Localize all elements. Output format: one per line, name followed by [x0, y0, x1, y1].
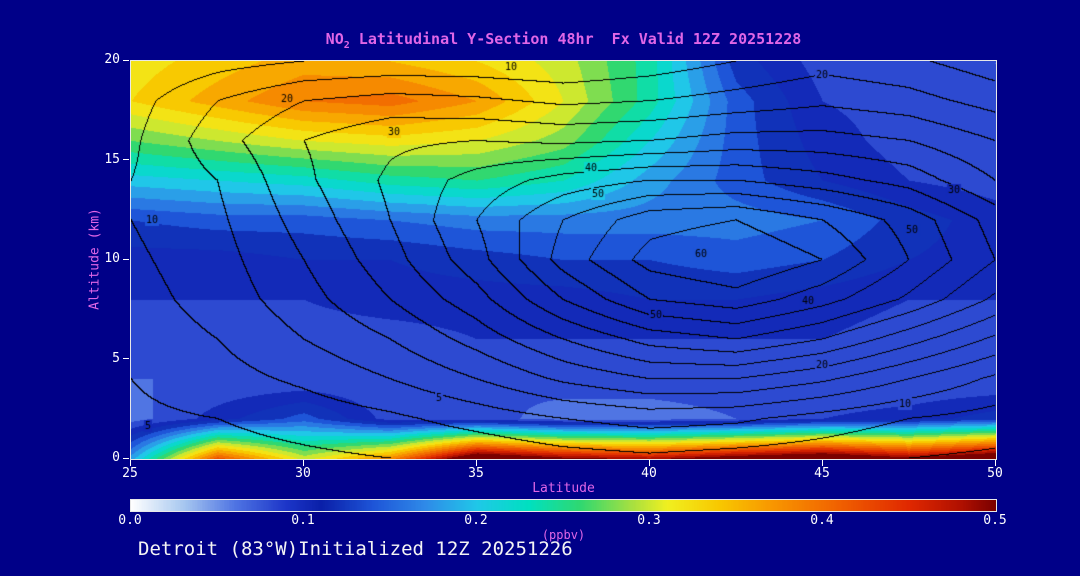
title-prefix: NO [325, 30, 344, 48]
x-tick-mark [129, 460, 131, 466]
title-suffix: Latitudinal Y-Section 48hr Fx Valid 12Z … [349, 30, 802, 48]
x-tick-mark [821, 460, 823, 466]
contour-plot-canvas [131, 61, 996, 459]
plot-area [130, 60, 997, 460]
footer-annotation: Detroit (83°W)Initialized 12Z 20251226 [138, 538, 573, 560]
y-tick-mark [123, 59, 129, 61]
title-subscript: 2 [343, 40, 350, 51]
y-tick-mark [123, 358, 129, 359]
y-tick-mark [123, 457, 129, 459]
x-tick-label: 45 [814, 466, 830, 481]
x-axis-title: Latitude [532, 481, 595, 496]
x-tick-mark [475, 460, 477, 466]
y-tick-mark [123, 159, 129, 160]
y-tick-label: 15 [104, 151, 120, 167]
colorbar-tick-label: 0.3 [637, 513, 661, 528]
x-tick-label: 25 [122, 466, 138, 481]
colorbar-units-label: (ppbv) [541, 528, 586, 542]
y-tick-label: 0 [112, 450, 120, 465]
colorbar [130, 499, 997, 512]
x-tick-mark [648, 460, 650, 466]
x-tick-label: 40 [641, 466, 657, 481]
y-tick-label: 10 [104, 251, 120, 266]
colorbar-tick-label: 0.0 [118, 513, 142, 528]
colorbar-tick-label: 0.4 [810, 513, 834, 528]
colorbar-canvas [131, 500, 996, 511]
x-tick-label: 35 [468, 466, 484, 481]
y-tick-mark [123, 258, 129, 260]
x-tick-label: 50 [987, 466, 1003, 481]
x-tick-label: 30 [295, 466, 311, 481]
x-tick-mark [994, 460, 996, 466]
colorbar-tick-label: 0.5 [983, 513, 1007, 528]
colorbar-tick-label: 0.1 [291, 513, 315, 528]
colorbar-tick-label: 0.2 [464, 513, 488, 528]
y-tick-label: 20 [104, 52, 120, 67]
y-tick-label: 5 [112, 350, 120, 366]
page-title: NO2 Latitudinal Y-Section 48hr Fx Valid … [130, 30, 997, 51]
x-tick-mark [302, 460, 304, 466]
